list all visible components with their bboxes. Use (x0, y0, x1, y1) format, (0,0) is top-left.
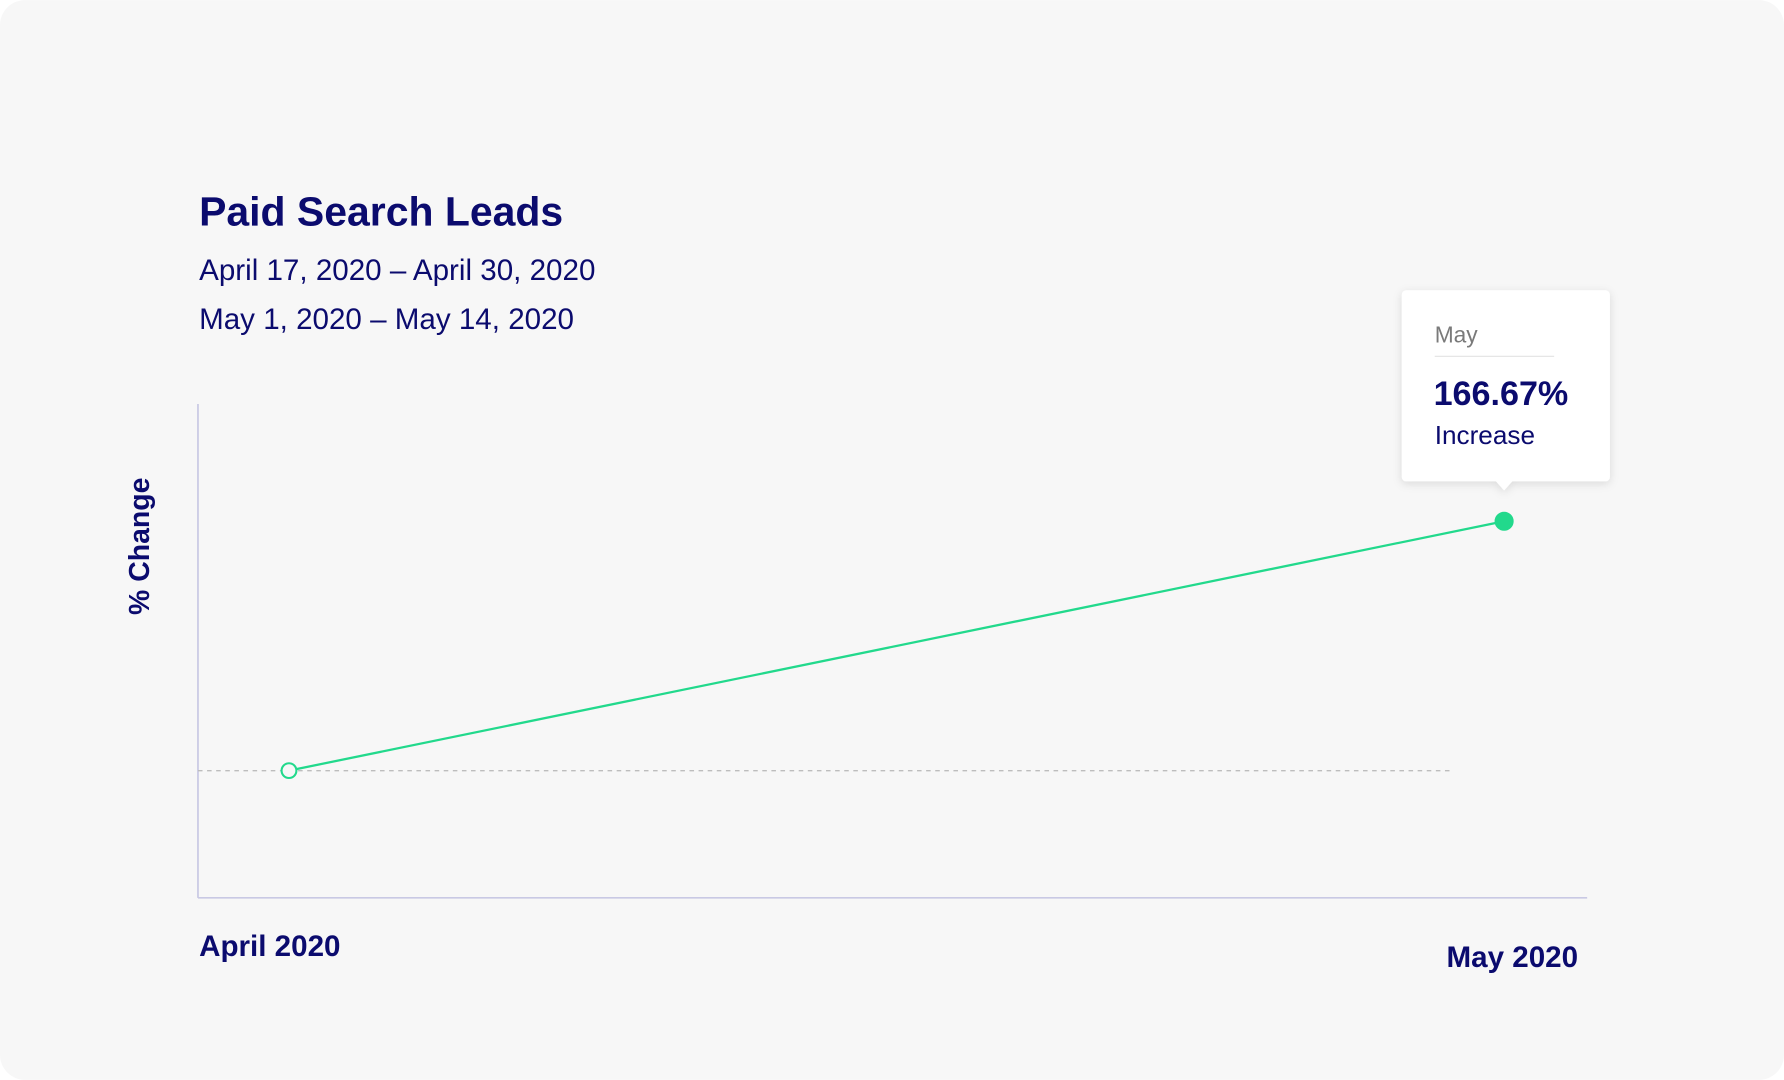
tooltip-box (1401, 290, 1610, 482)
x-tick-label: May 2020 (1447, 941, 1579, 974)
x-tick-label: April 2020 (199, 930, 340, 963)
tooltip (1401, 290, 1610, 491)
subtitle: May 1, 2020 – May 14, 2020 (199, 303, 574, 336)
subtitle: April 17, 2020 – April 30, 2020 (199, 254, 595, 287)
point (280, 762, 298, 780)
tooltip-title: May (1435, 322, 1479, 348)
value-label: 166.67% (1434, 375, 1569, 413)
tooltip-pointer (1495, 480, 1514, 491)
point (1494, 511, 1514, 531)
chart-title: Paid Search Leads (199, 188, 563, 234)
y-axis-label: % Change (124, 478, 156, 615)
line (288, 520, 1505, 772)
tooltip-caption: Increase (1435, 420, 1535, 450)
